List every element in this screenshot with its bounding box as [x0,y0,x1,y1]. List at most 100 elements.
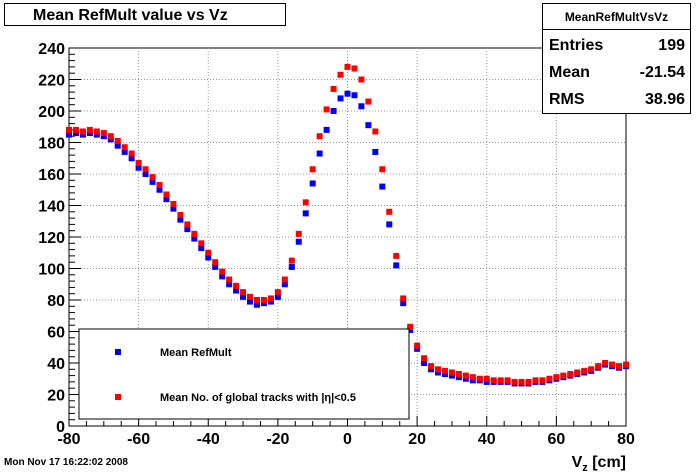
data-point [135,164,142,171]
data-point [107,136,114,143]
data-point [72,126,79,133]
timestamp-footer: Mon Nov 17 16:22:02 2008 [4,457,128,468]
data-point [386,208,393,215]
stats-mean-value: -21.54 [639,64,685,81]
data-point [198,245,205,252]
data-point [253,301,260,308]
data-point [149,174,156,181]
data-point [337,71,344,78]
data-point [462,372,469,379]
data-point [309,180,316,187]
data-point [86,126,93,133]
chart-title: Mean RefMult value vs Vz [33,7,228,24]
data-point [72,130,79,137]
legend-marker-global-tracks [115,394,121,400]
data-point [435,369,442,376]
data-point [414,345,421,352]
data-point [414,342,421,349]
y-tick-label: 40 [47,356,65,373]
data-point [393,252,400,259]
data-point [421,355,428,362]
data-point [226,281,233,288]
data-point [602,360,609,366]
data-point [274,289,281,296]
data-point [142,166,149,173]
data-point [407,326,414,333]
data-point [400,300,407,307]
data-point [247,298,254,305]
data-point [476,375,483,382]
data-point [260,297,267,303]
data-point [483,378,490,385]
data-point [379,166,386,173]
series-global-tracks [66,63,629,385]
data-point [497,377,504,384]
data-point [247,293,254,300]
y-tick-label: 240 [38,41,65,58]
x-tick-label: -80 [57,431,80,448]
data-point [518,378,525,385]
x-tick-label: 20 [408,431,426,448]
data-point [400,295,407,302]
stats-histogram-name: MeanRefMultVsVz [543,4,690,30]
data-point [462,375,469,382]
data-point [428,366,435,373]
x-tick-label: 60 [547,431,565,448]
legend: Mean RefMult Mean No. of global tracks w… [78,328,410,420]
data-point [441,367,448,374]
data-point [233,282,240,289]
data-point [588,366,595,373]
data-point [107,133,114,140]
data-point [365,98,372,105]
data-point [295,230,302,237]
data-point [274,293,281,300]
data-point [191,230,198,237]
data-point [149,178,156,185]
legend-box [78,328,410,420]
data-point [163,196,170,203]
data-point [79,131,86,138]
data-point [288,257,295,264]
stats-row-entries: Entries 199 [549,33,685,59]
data-point [323,126,330,133]
y-tick-label: 60 [47,325,65,342]
data-point [511,378,518,385]
data-point [281,276,288,283]
y-tick-label: 220 [38,73,65,90]
y-tick-label: 80 [47,293,65,310]
data-point [372,148,379,155]
stats-rms-label: RMS [549,91,585,108]
data-point [421,360,428,366]
data-point [226,276,233,283]
y-tick-label: 200 [38,104,65,121]
data-point [490,377,497,384]
data-point [267,298,274,305]
data-point [163,191,170,198]
data-point [448,372,455,379]
data-point [546,375,553,382]
data-point [135,159,142,166]
legend-label-mean-refmult: Mean RefMult [160,347,232,359]
data-point [128,155,135,162]
stats-rms-value: 38.96 [644,91,685,108]
y-tick-label: 0 [56,419,65,436]
x-axis-label: Vz [cm] [572,454,626,472]
data-point [365,122,372,129]
data-point [66,131,72,138]
data-point [504,377,511,384]
data-point [184,221,191,228]
data-point [623,361,629,368]
data-point [532,377,539,384]
x-tick-label: 80 [617,431,635,448]
x-tick-label: -20 [266,431,289,448]
data-point [358,76,365,83]
x-tick-label: 40 [478,431,496,448]
x-tick-label: 0 [343,431,352,448]
data-point [560,372,567,379]
data-point [93,128,100,135]
data-point [121,148,128,155]
data-point [205,254,212,261]
data-point [170,205,177,212]
y-tick-label: 160 [38,167,65,184]
data-point [198,240,205,247]
